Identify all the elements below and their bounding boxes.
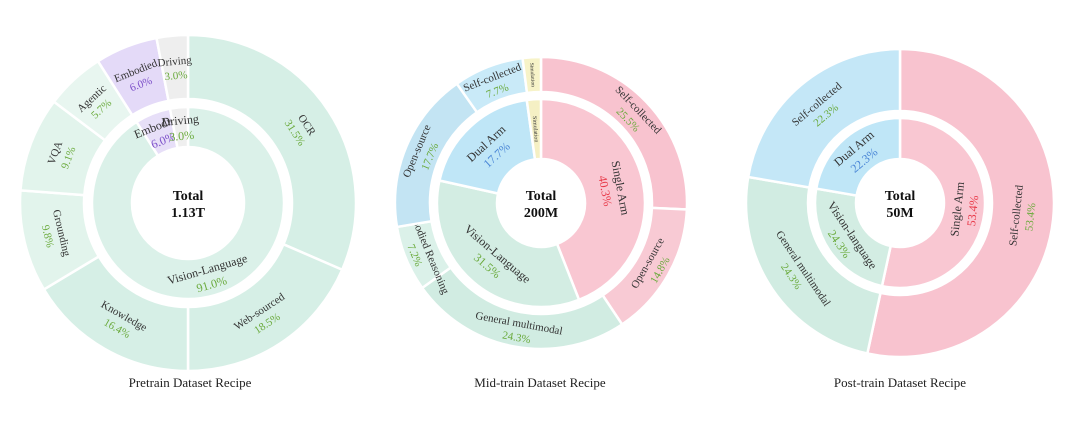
chart-1-inner-slice-simulation (525, 97, 543, 161)
chart-0-outer-slice-driving (155, 33, 190, 103)
chart-2-outer-value-self-collected: 53.4% (1023, 202, 1038, 232)
chart-2-inner-slice-single-arm (880, 116, 987, 290)
chart-2-outer-slice-general-multimodal (744, 175, 882, 355)
chart-0-outer-slice-ocr (186, 33, 358, 272)
chart-1-inner-value-single-arm: 40.3% (595, 174, 615, 207)
chart-2-outer-slice-self-collected (865, 47, 1056, 359)
chart-0-inner-label-driving: Driving (161, 112, 199, 129)
chart-1-center-total-value: 200M (524, 206, 558, 221)
chart-0-inner-ring: Vision-Language91.0%Embodied6.0%Driving3… (90, 105, 286, 301)
chart-caption-posttrain: Post-train Dataset Recipe (833, 375, 967, 390)
chart-0-center-total-value: 1.13T (171, 206, 206, 221)
chart-2-inner-value-single-arm: 53.4% (964, 195, 981, 227)
chart-2-inner-ring: Single Arm53.4%Vision-language24.3%Dual … (813, 116, 987, 290)
chart-0-center-total-label: Total (173, 189, 204, 204)
chart-1-outer-slice-simulation (521, 55, 543, 95)
chart-1-outer-label-simulation: Simulation (528, 63, 536, 88)
chart-caption-pretrain: Pretrain Dataset Recipe (128, 375, 252, 390)
chart-1-inner-ring: Single Arm40.3%Vision-Language31.5%Dual … (435, 97, 647, 309)
chart-2-outer-slice-self-collected (746, 47, 902, 189)
chart-2-center-total-label: Total (885, 189, 916, 204)
chart-2-inner-slice-dual-arm (814, 116, 902, 198)
chart-0-inner-value-driving: 3.0% (169, 128, 195, 144)
chart-1-center-total-label: Total (526, 189, 557, 204)
chart-1-outer-value-general-multimodal: 24.3% (501, 329, 531, 346)
chart-1-inner-slice-single-arm (539, 97, 647, 302)
chart-2-inner-label-single-arm: Single Arm (947, 180, 967, 237)
chart-2-center-total-value: 50M (886, 206, 913, 221)
chart-1-center-hole (498, 160, 584, 246)
chart-0-outer-ring: OCR31.5%Web-sourced18.5%Knowledge16.4%Gr… (18, 33, 358, 373)
chart-0-center-hole (133, 148, 243, 258)
chart-0-outer-value-grounding: 9.8% (39, 224, 56, 249)
chart-1-inner-slice-dual-arm (437, 98, 537, 195)
chart-0-inner-slice-vision-language (90, 105, 286, 301)
chart-0-outer-value-driving: 3.0% (164, 69, 188, 83)
chart-caption-midtrain: Mid-train Dataset Recipe (474, 375, 606, 390)
chart-0-outer-label-driving: Driving (157, 54, 193, 69)
chart-2-center-hole (857, 160, 943, 246)
chart-0-inner-slice-driving (168, 105, 190, 150)
chart-1-inner-slice-vision-language (435, 179, 581, 309)
chart-1-inner-label-simulation: Simulation (531, 116, 539, 143)
